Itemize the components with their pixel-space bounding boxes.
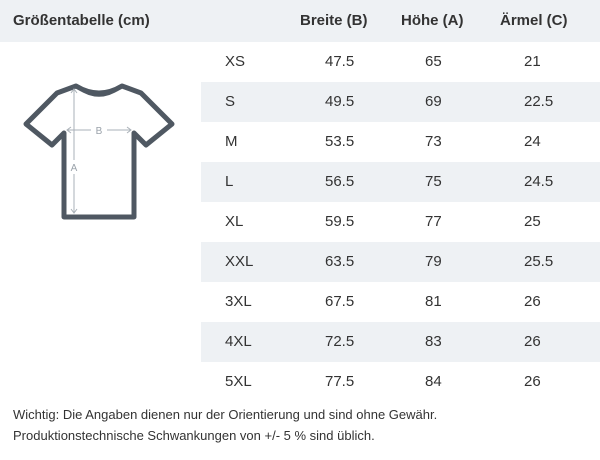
column-header-hoehe: Höhe (A)	[401, 12, 464, 29]
cell-aermel: 24.5	[524, 173, 554, 190]
arrow-right-icon	[126, 126, 132, 134]
table-row: S 49.5 69 22.5	[201, 82, 600, 122]
cell-size: XS	[225, 53, 246, 70]
table-row: 5XL 77.5 84 26	[201, 362, 600, 402]
cell-breite: 53.5	[325, 133, 355, 150]
cell-breite: 47.5	[325, 53, 355, 70]
table-row: XL 59.5 77 25	[201, 202, 600, 242]
cell-hoehe: 69	[425, 93, 442, 110]
cell-hoehe: 83	[425, 333, 442, 350]
column-header-aermel: Ärmel (C)	[500, 12, 568, 29]
arrow-up-icon	[70, 88, 78, 94]
cell-breite: 67.5	[325, 293, 355, 310]
cell-hoehe: 77	[425, 213, 442, 230]
table-header: Größentabelle (cm) Breite (B) Höhe (A) Ä…	[0, 0, 600, 42]
cell-size: 5XL	[225, 373, 252, 390]
table-row: 4XL 72.5 83 26	[201, 322, 600, 362]
disclaimer-line-1: Wichtig: Die Angaben dienen nur der Orie…	[13, 407, 438, 422]
cell-size: XXL	[225, 253, 254, 270]
label-b: B	[96, 126, 103, 137]
cell-aermel: 25.5	[524, 253, 554, 270]
cell-breite: 77.5	[325, 373, 355, 390]
cell-size: M	[225, 133, 238, 150]
tshirt-measurement-diagram: B A	[23, 83, 175, 220]
cell-aermel: 26	[524, 373, 541, 390]
cell-breite: 72.5	[325, 333, 355, 350]
cell-hoehe: 79	[425, 253, 442, 270]
cell-aermel: 25	[524, 213, 541, 230]
cell-aermel: 26	[524, 293, 541, 310]
neckline	[77, 86, 121, 97]
table-title: Größentabelle (cm)	[13, 12, 150, 29]
cell-size: S	[225, 93, 236, 110]
cell-breite: 63.5	[325, 253, 355, 270]
cell-aermel: 22.5	[524, 93, 554, 110]
arrow-left-icon	[66, 126, 72, 134]
disclaimer-line-2: Produktionstechnische Schwankungen von +…	[13, 428, 375, 443]
arrow-down-icon	[70, 208, 78, 214]
cell-size: 4XL	[225, 333, 252, 350]
table-row: L 56.5 75 24.5	[201, 162, 600, 202]
cell-hoehe: 81	[425, 293, 442, 310]
cell-hoehe: 65	[425, 53, 442, 70]
cell-aermel: 21	[524, 53, 541, 70]
cell-breite: 56.5	[325, 173, 355, 190]
size-table: XS 47.5 65 21 S 49.5 69 22.5 M 53.5 73 2…	[201, 42, 600, 402]
cell-aermel: 24	[524, 133, 541, 150]
column-header-breite: Breite (B)	[300, 12, 368, 29]
cell-size: L	[225, 173, 234, 190]
cell-hoehe: 75	[425, 173, 442, 190]
table-row: XXL 63.5 79 25.5	[201, 242, 600, 282]
cell-breite: 49.5	[325, 93, 355, 110]
table-row: XS 47.5 65 21	[201, 42, 600, 82]
cell-size: XL	[225, 213, 244, 230]
cell-breite: 59.5	[325, 213, 355, 230]
tshirt-icon	[23, 83, 175, 220]
cell-hoehe: 73	[425, 133, 442, 150]
cell-hoehe: 84	[425, 373, 442, 390]
table-row: M 53.5 73 24	[201, 122, 600, 162]
table-row: 3XL 67.5 81 26	[201, 282, 600, 322]
cell-size: 3XL	[225, 293, 252, 310]
cell-aermel: 26	[524, 333, 541, 350]
disclaimer-note: Wichtig: Die Angaben dienen nur der Orie…	[13, 404, 593, 446]
label-a: A	[71, 163, 78, 174]
